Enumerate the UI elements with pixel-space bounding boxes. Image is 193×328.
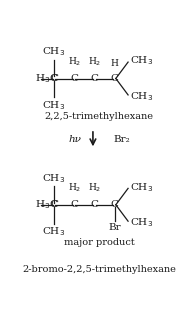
Text: C: C <box>50 74 58 83</box>
Text: H$_2$: H$_2$ <box>68 182 81 194</box>
Text: CH$_3$: CH$_3$ <box>130 181 153 194</box>
Text: C: C <box>70 200 78 209</box>
Text: C: C <box>91 74 98 83</box>
Text: CH$_3$: CH$_3$ <box>130 90 153 103</box>
Text: C: C <box>50 200 58 209</box>
Text: 2-bromo-2,2,5-trimethylhexane: 2-bromo-2,2,5-trimethylhexane <box>22 265 176 274</box>
Text: H$_3$C: H$_3$C <box>35 198 58 211</box>
Text: CH$_3$: CH$_3$ <box>130 216 153 229</box>
Text: C: C <box>91 200 98 209</box>
Text: CH$_3$: CH$_3$ <box>42 172 66 185</box>
Text: H$_3$C: H$_3$C <box>35 72 58 85</box>
Text: 2,2,5-trimethylhexane: 2,2,5-trimethylhexane <box>44 112 153 121</box>
Text: C: C <box>70 74 78 83</box>
Text: C: C <box>111 200 119 209</box>
Text: H$_2$: H$_2$ <box>88 182 101 194</box>
Text: C: C <box>111 74 119 83</box>
Text: Br₂: Br₂ <box>114 134 131 144</box>
Text: CH$_3$: CH$_3$ <box>42 46 66 58</box>
Text: CH$_3$: CH$_3$ <box>42 225 66 238</box>
Text: CH$_3$: CH$_3$ <box>130 54 153 67</box>
Text: H: H <box>111 59 119 68</box>
Text: H$_2$: H$_2$ <box>88 55 101 68</box>
Text: Br: Br <box>108 223 121 232</box>
Text: major product: major product <box>63 238 134 247</box>
Text: CH$_3$: CH$_3$ <box>42 99 66 112</box>
Text: hν: hν <box>69 134 81 144</box>
Text: H$_2$: H$_2$ <box>68 55 81 68</box>
